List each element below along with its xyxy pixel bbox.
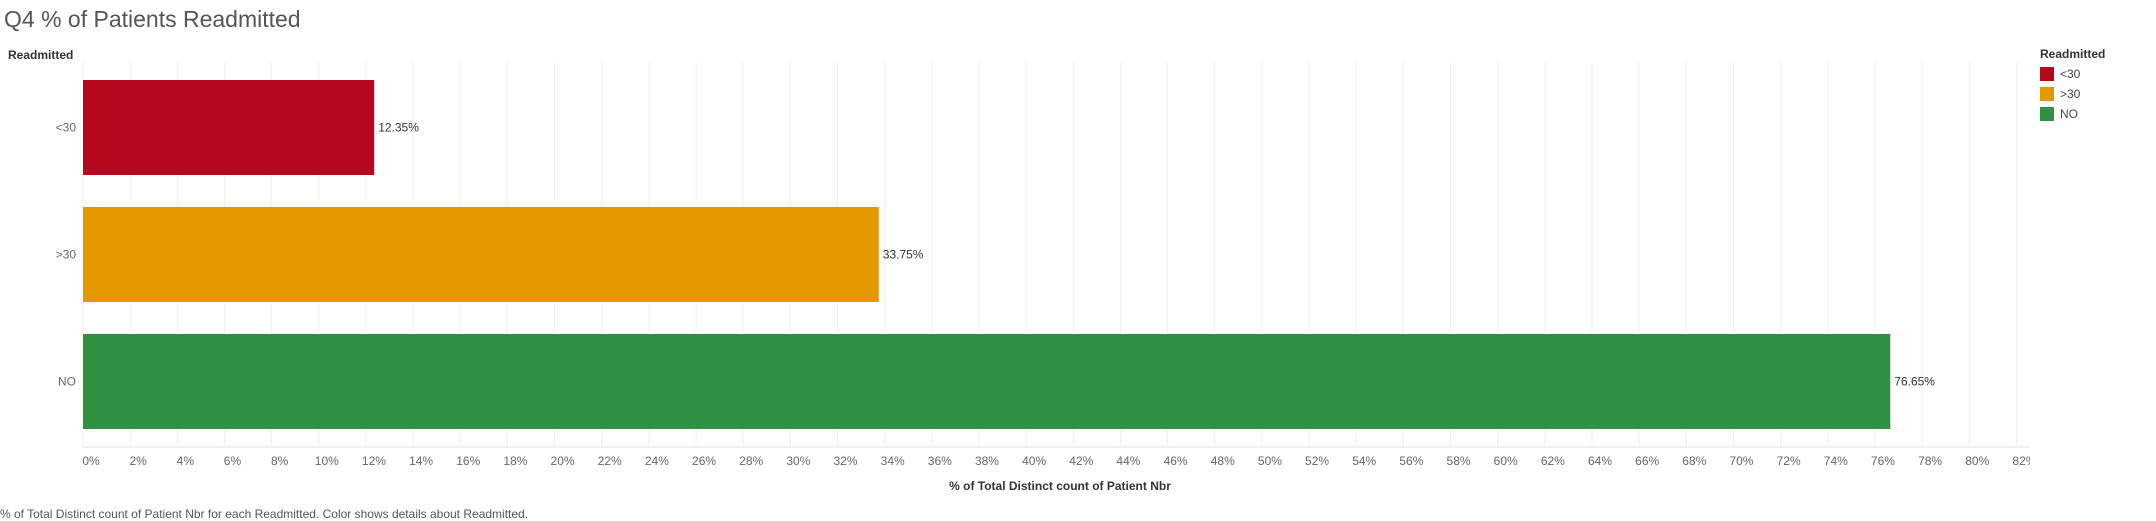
- legend-swatch: [2040, 87, 2054, 101]
- x-tick-label: 48%: [1211, 454, 1235, 468]
- x-tick-label: 16%: [456, 454, 480, 468]
- x-tick-label: 58%: [1447, 454, 1471, 468]
- row-header-readmitted: Readmitted: [8, 48, 74, 62]
- x-tick-label: 68%: [1682, 454, 1706, 468]
- x-tick-label: 0%: [82, 454, 100, 468]
- chart-caption: % of Total Distinct count of Patient Nbr…: [0, 507, 529, 521]
- legend-item[interactable]: NO: [2040, 104, 2105, 124]
- category-label: NO: [58, 375, 76, 389]
- x-tick-label: 10%: [315, 454, 339, 468]
- x-tick-label: 76%: [1871, 454, 1895, 468]
- x-tick-label: 82%: [2012, 454, 2030, 468]
- x-tick-label: 46%: [1164, 454, 1188, 468]
- x-tick-label: 72%: [1777, 454, 1801, 468]
- x-tick-label: 40%: [1022, 454, 1046, 468]
- x-tick-label: 56%: [1399, 454, 1423, 468]
- bar-chart: 0% 2% 4% 6% 8% 10% 12% 14% 16% 18% 20% 22% 24% 26% 28%…: [56, 62, 2030, 493]
- x-tick-label: 20%: [551, 454, 575, 468]
- x-tick-label: 52%: [1305, 454, 1329, 468]
- x-tick-label: 70%: [1729, 454, 1753, 468]
- x-tick-label: 22%: [598, 454, 622, 468]
- x-tick-label: 26%: [692, 454, 716, 468]
- x-tick-label: 14%: [409, 454, 433, 468]
- x-tick-label: 54%: [1352, 454, 1376, 468]
- x-tick-label: 24%: [645, 454, 669, 468]
- legend: Readmitted <30 >30 NO: [2040, 47, 2105, 124]
- legend-label: >30: [2060, 87, 2081, 101]
- legend-item[interactable]: >30: [2040, 84, 2105, 104]
- legend-item[interactable]: <30: [2040, 64, 2105, 84]
- legend-title: Readmitted: [2040, 47, 2106, 61]
- x-tick-label: 64%: [1588, 454, 1612, 468]
- legend-label: <30: [2060, 67, 2081, 81]
- x-tick-label: 4%: [177, 454, 195, 468]
- x-tick-label: 6%: [224, 454, 242, 468]
- chart-title: Q4 % of Patients Readmitted: [4, 6, 301, 32]
- category-label: <30: [56, 121, 77, 135]
- bar: [83, 80, 375, 175]
- x-tick-label: 66%: [1635, 454, 1659, 468]
- data-label: 76.65%: [1894, 375, 1935, 389]
- bar: [83, 207, 879, 302]
- legend-label: NO: [2060, 107, 2078, 121]
- data-label: 33.75%: [883, 248, 924, 262]
- x-tick-label: 38%: [975, 454, 999, 468]
- legend-swatch: [2040, 67, 2054, 81]
- x-tick-label: 30%: [786, 454, 810, 468]
- x-tick-label: 60%: [1494, 454, 1518, 468]
- x-tick-label: 34%: [881, 454, 905, 468]
- x-tick-label: 62%: [1541, 454, 1565, 468]
- x-axis-title: % of Total Distinct count of Patient Nbr: [949, 479, 1171, 493]
- x-tick-label: 78%: [1918, 454, 1942, 468]
- x-tick-label: 18%: [503, 454, 527, 468]
- x-tick-label: 28%: [739, 454, 763, 468]
- category-label: >30: [56, 248, 77, 262]
- x-tick-label: 74%: [1824, 454, 1848, 468]
- x-tick-label: 32%: [833, 454, 857, 468]
- bar: [83, 334, 1891, 429]
- x-tick-label: 44%: [1116, 454, 1140, 468]
- x-tick-label: 12%: [362, 454, 386, 468]
- x-tick-label: 36%: [928, 454, 952, 468]
- x-tick-label: 80%: [1965, 454, 1989, 468]
- x-tick-label: 2%: [129, 454, 147, 468]
- legend-swatch: [2040, 107, 2054, 121]
- x-tick-label: 42%: [1069, 454, 1093, 468]
- data-label: 12.35%: [378, 121, 419, 135]
- x-tick-label: 8%: [271, 454, 289, 468]
- x-tick-label: 50%: [1258, 454, 1282, 468]
